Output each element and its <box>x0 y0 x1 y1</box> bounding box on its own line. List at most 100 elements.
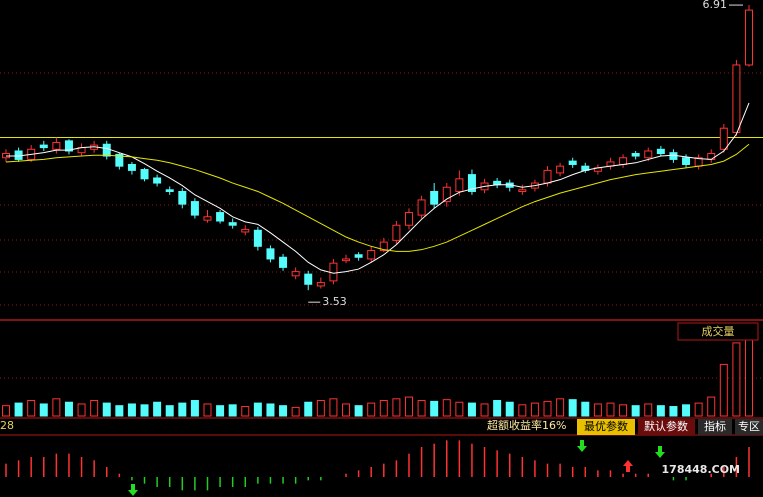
volume-bar <box>556 398 565 417</box>
volume-bar <box>518 404 527 417</box>
candle-body <box>253 229 262 247</box>
volume-bar <box>266 403 275 417</box>
volume-bar <box>707 396 716 417</box>
candle-body <box>442 186 451 203</box>
volume-bar <box>52 398 61 417</box>
toolbar-left: 28 <box>0 419 14 432</box>
volume-bar <box>64 401 73 417</box>
volume-bar <box>593 403 602 417</box>
button[interactable]: 默认参数 <box>644 419 688 433</box>
candle-body <box>316 282 325 287</box>
volume-bar <box>354 405 363 417</box>
candle-body <box>682 157 691 165</box>
candle-body <box>543 169 552 184</box>
candle-body <box>404 212 413 226</box>
volume-bar <box>669 406 678 417</box>
candle-body <box>417 199 426 216</box>
volume-bar <box>619 404 628 417</box>
candle-body <box>127 163 136 171</box>
candle-body <box>178 190 187 205</box>
signal-arrow <box>577 440 587 452</box>
candle-body <box>291 271 300 277</box>
candle-body <box>379 241 388 252</box>
candle-body <box>190 201 199 216</box>
candle-body <box>266 248 275 260</box>
volume-bar <box>203 403 212 417</box>
volume-bar <box>127 403 136 417</box>
candle-body <box>745 9 753 66</box>
volume-bar <box>543 400 552 417</box>
candle-body <box>329 262 338 282</box>
volume-bar <box>505 401 514 417</box>
candle-body <box>669 152 678 160</box>
volume-bar <box>316 400 325 417</box>
volume-bar <box>342 403 351 417</box>
volume-bar <box>631 405 640 417</box>
volume-bar <box>392 398 401 417</box>
volume-label-box <box>677 322 759 341</box>
volume-bar <box>644 403 653 417</box>
volume-bar <box>455 401 464 417</box>
volume-bar <box>178 402 187 417</box>
button-bg[interactable] <box>577 419 635 435</box>
volume-bar <box>102 402 111 417</box>
candle-body <box>707 153 716 160</box>
candle-body <box>367 250 376 260</box>
candle-body <box>52 142 61 150</box>
volume-bar <box>581 401 590 417</box>
candle-body <box>140 169 149 180</box>
candle-body <box>430 190 439 205</box>
candle-body <box>568 160 577 165</box>
moving-average <box>5 143 750 252</box>
candle-body <box>719 127 728 150</box>
candle-body <box>165 189 174 192</box>
candle-body <box>467 174 476 192</box>
candle-body <box>732 64 741 133</box>
volume-bar <box>153 401 162 417</box>
candle-body <box>455 178 464 192</box>
volume-bar <box>77 403 86 417</box>
volume-bar <box>39 403 48 417</box>
candle-body <box>631 153 640 157</box>
signal-arrow <box>128 484 138 496</box>
candle-body <box>14 150 23 160</box>
high-label: 6.91 <box>703 0 728 11</box>
volume-bar <box>606 402 615 417</box>
button[interactable]: 指标 <box>704 419 726 433</box>
volume-bar <box>140 404 149 417</box>
candle-body <box>493 180 502 186</box>
volume-bar <box>190 400 199 417</box>
excess-return: 超额收益率16% <box>487 418 566 432</box>
volume-bar <box>745 331 753 417</box>
candle-body <box>619 157 628 165</box>
watermark: 178448.COM <box>662 463 740 476</box>
volume-bar <box>241 406 250 417</box>
volume-bar <box>2 405 10 417</box>
candle-body <box>228 222 237 226</box>
button[interactable]: 专区 <box>738 419 760 433</box>
volume-bar <box>493 400 502 417</box>
volume-bar <box>656 405 665 417</box>
button-bg[interactable] <box>735 419 763 435</box>
button-bg[interactable] <box>698 419 732 435</box>
volume-bar <box>216 405 225 417</box>
volume-bar <box>115 405 124 417</box>
volume-bar <box>253 402 262 417</box>
volume-bar <box>467 402 476 417</box>
volume-bar <box>417 400 426 417</box>
candle-body <box>153 177 162 184</box>
volume-bar <box>379 400 388 417</box>
volume-bar <box>279 405 288 417</box>
button[interactable]: 最优参数 <box>584 419 628 433</box>
low-label: 3.53 <box>322 295 347 308</box>
candle-body <box>644 150 653 159</box>
button-bg[interactable] <box>638 419 695 435</box>
candle-body <box>203 216 212 221</box>
volume-bar <box>480 403 489 417</box>
volume-bar <box>530 402 539 417</box>
candle-body <box>342 258 351 262</box>
volume-bar <box>430 400 439 417</box>
volume-bar <box>694 402 703 417</box>
